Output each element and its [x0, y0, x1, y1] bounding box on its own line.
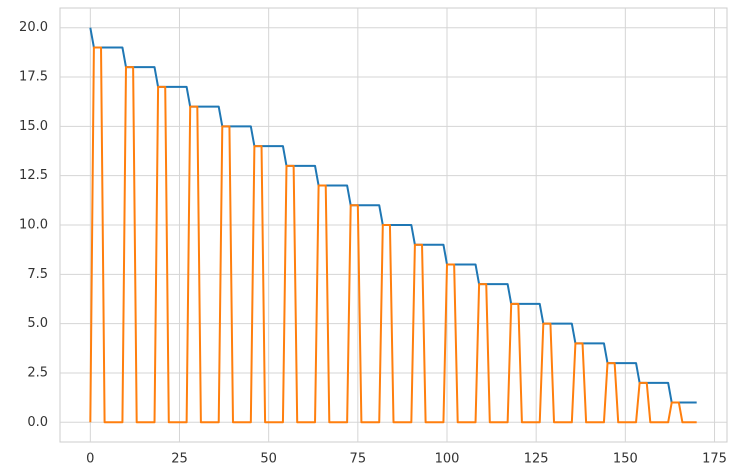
x-tick-label: 175 — [702, 452, 727, 467]
x-tick-label: 25 — [171, 452, 188, 467]
x-tick-label: 0 — [86, 452, 94, 467]
y-tick-label: 2.5 — [27, 365, 48, 380]
line — [89, 46, 697, 424]
x-tick-label: 150 — [613, 452, 638, 467]
x-tick-label: 100 — [435, 452, 460, 467]
y-tick-label: 7.5 — [27, 267, 48, 282]
x-tick-label: 50 — [260, 452, 277, 467]
y-tick-label: 17.5 — [19, 70, 48, 85]
y-tick-label: 12.5 — [19, 168, 48, 183]
y-tick-label: 10.0 — [19, 218, 48, 233]
x-tick-label: 75 — [350, 452, 367, 467]
y-tick-label: 5.0 — [27, 316, 48, 331]
y-tick-label: 0.0 — [27, 415, 48, 430]
x-tick-label: 125 — [524, 452, 549, 467]
y-tick-label: 15.0 — [19, 119, 48, 134]
y-tick-label: 20.0 — [19, 20, 48, 35]
